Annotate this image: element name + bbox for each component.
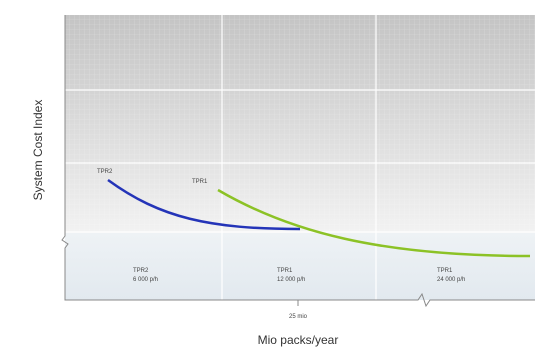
lower-band [65, 233, 535, 300]
axes [61, 15, 535, 308]
curve-label: TPR1 [192, 179, 208, 185]
x-axis-label: Mio packs/year [258, 333, 339, 347]
zone-name: TPR1 [437, 268, 453, 274]
zone-speed: 24 000 p/h [437, 277, 465, 283]
grid [65, 15, 535, 300]
x-marker: 25 mio [289, 314, 308, 320]
zone-speed: 6 000 p/h [133, 277, 158, 283]
curve-label: TPR2 [97, 169, 113, 175]
curve-tpr2 [107, 178, 301, 231]
fine-grid [65, 15, 535, 233]
y-axis-label: System Cost Index [31, 100, 45, 201]
curve-tpr1 [217, 188, 531, 258]
zone-name: TPR1 [277, 268, 293, 274]
zone-speed: 12 000 p/h [277, 277, 305, 283]
zone-name: TPR2 [133, 268, 149, 274]
